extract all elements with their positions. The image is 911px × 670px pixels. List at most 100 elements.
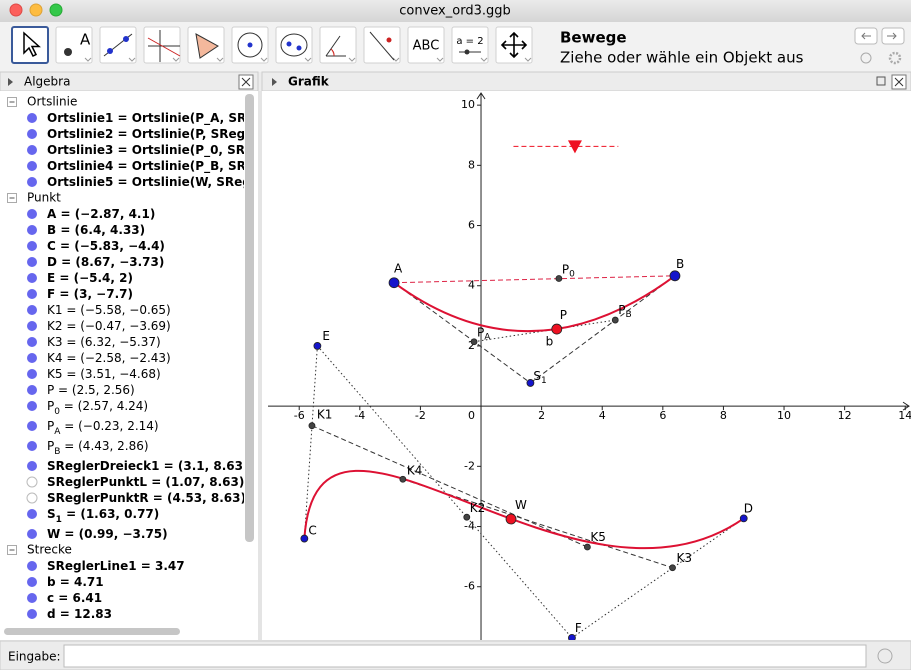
label-subscript: 1 <box>541 375 547 385</box>
splitter[interactable] <box>258 91 262 640</box>
visibility-dot[interactable] <box>27 385 37 395</box>
tool-icon <box>369 31 395 61</box>
point[interactable] <box>463 513 471 521</box>
tool-button[interactable] <box>407 26 445 64</box>
point[interactable] <box>669 564 676 572</box>
visibility-dot[interactable] <box>27 421 37 431</box>
minimize-button[interactable] <box>29 3 43 17</box>
label-text: S <box>533 368 541 382</box>
tool-icon <box>107 48 113 54</box>
visibility-dot[interactable] <box>27 209 37 219</box>
visibility-dot[interactable] <box>27 321 37 331</box>
visibility-dot[interactable] <box>27 113 37 123</box>
point[interactable] <box>611 316 619 324</box>
visibility-dot[interactable] <box>27 461 37 471</box>
visibility-dot[interactable] <box>27 161 37 171</box>
input-field[interactable] <box>63 644 867 668</box>
visibility-dot[interactable] <box>27 129 37 139</box>
close-button[interactable] <box>9 3 23 17</box>
point[interactable] <box>308 422 316 430</box>
point[interactable] <box>399 475 407 483</box>
vertical-scrollbar[interactable] <box>245 94 254 542</box>
point[interactable] <box>551 323 563 335</box>
visibility-dot[interactable] <box>27 305 37 315</box>
undock-button[interactable] <box>876 76 886 86</box>
visibility-dot[interactable] <box>27 225 37 235</box>
point[interactable] <box>526 379 535 387</box>
point[interactable] <box>470 338 478 346</box>
visibility-dot[interactable] <box>27 145 37 155</box>
tool-button[interactable] <box>275 26 313 64</box>
undo-icon <box>861 32 871 40</box>
point[interactable] <box>313 342 322 350</box>
label-text: K1 <box>317 407 333 421</box>
horizontal-scrollbar[interactable] <box>4 628 180 635</box>
visibility-dot[interactable] <box>27 529 37 539</box>
tool-button[interactable] <box>143 26 181 64</box>
visibility-dot[interactable] <box>27 561 37 571</box>
visibility-dot[interactable] <box>27 441 37 451</box>
point[interactable] <box>388 277 400 289</box>
visibility-dot[interactable] <box>27 353 37 363</box>
y-tick-label: 6 <box>468 219 475 232</box>
tool-button[interactable] <box>451 26 489 64</box>
algebra-item: Ortslinie3 = Ortslinie(P_0, SReg <box>47 143 262 158</box>
y-tick-label: 8 <box>468 158 475 171</box>
item-text: K1 = (−5.58, −0.65) <box>47 303 171 317</box>
point-label: B <box>676 256 684 270</box>
zoom-button[interactable] <box>49 3 63 17</box>
visibility-dot[interactable] <box>27 369 37 379</box>
help-button[interactable] <box>860 52 872 64</box>
visibility-dot[interactable] <box>27 593 37 603</box>
y-axis-arrow <box>476 92 486 100</box>
slider-marker[interactable] <box>567 140 582 154</box>
item-text: = (1.63, 0.77) <box>62 507 159 521</box>
visibility-dot[interactable] <box>27 241 37 251</box>
x-tick-label: -6 <box>294 409 305 422</box>
point[interactable] <box>568 633 576 641</box>
visibility-dot[interactable] <box>27 401 37 411</box>
visibility-dot[interactable] <box>26 476 38 488</box>
item-text: E = (−5.4, 2) <box>47 271 133 285</box>
visibility-dot[interactable] <box>27 509 37 519</box>
algebra-item: SReglerPunktL = (1.07, 8.63) <box>47 475 244 489</box>
point[interactable] <box>739 514 748 523</box>
visibility-dot[interactable] <box>27 337 37 347</box>
point[interactable] <box>583 543 591 551</box>
segment-label: b <box>546 334 554 348</box>
point[interactable] <box>669 270 681 282</box>
point[interactable] <box>555 275 563 282</box>
tool-button[interactable] <box>319 26 357 64</box>
item-subscript: 1 <box>56 515 62 525</box>
visibility-dot[interactable] <box>27 177 37 187</box>
algebra-collapse[interactable] <box>8 78 13 86</box>
point[interactable] <box>300 534 309 543</box>
y-tick-label: 2 <box>468 339 475 352</box>
tool-button[interactable] <box>363 26 401 64</box>
visibility-dot[interactable] <box>27 289 37 299</box>
point-label: A <box>394 261 403 275</box>
tool-icon-label: ABC <box>413 39 440 54</box>
settings-button[interactable] <box>888 51 902 65</box>
close-icon <box>894 77 904 87</box>
visibility-dot[interactable] <box>27 609 37 619</box>
tool-icon-label: a = 2 <box>456 36 483 47</box>
point[interactable] <box>505 513 517 525</box>
visibility-dot[interactable] <box>27 273 37 283</box>
tool-icon <box>330 48 335 57</box>
x-tick-label: 4 <box>599 409 606 422</box>
visibility-dot[interactable] <box>26 492 38 504</box>
y-tick-label: -6 <box>464 580 475 593</box>
item-text: Ortslinie5 = Ortslinie(W, SRegle <box>47 175 263 189</box>
algebra-item: B = (6.4, 4.33) <box>47 223 145 237</box>
algebra-title: Algebra <box>24 75 70 89</box>
graphics-collapse[interactable] <box>272 78 277 86</box>
visibility-dot[interactable] <box>27 257 37 267</box>
visibility-dot[interactable] <box>27 577 37 587</box>
input-help[interactable] <box>877 648 893 664</box>
point-label: F <box>575 620 582 634</box>
item-subscript: A <box>54 427 61 437</box>
point-label: S1 <box>533 368 546 385</box>
algebra-item: SReglerDreieck1 = (3.1, 8.63) <box>47 459 248 473</box>
